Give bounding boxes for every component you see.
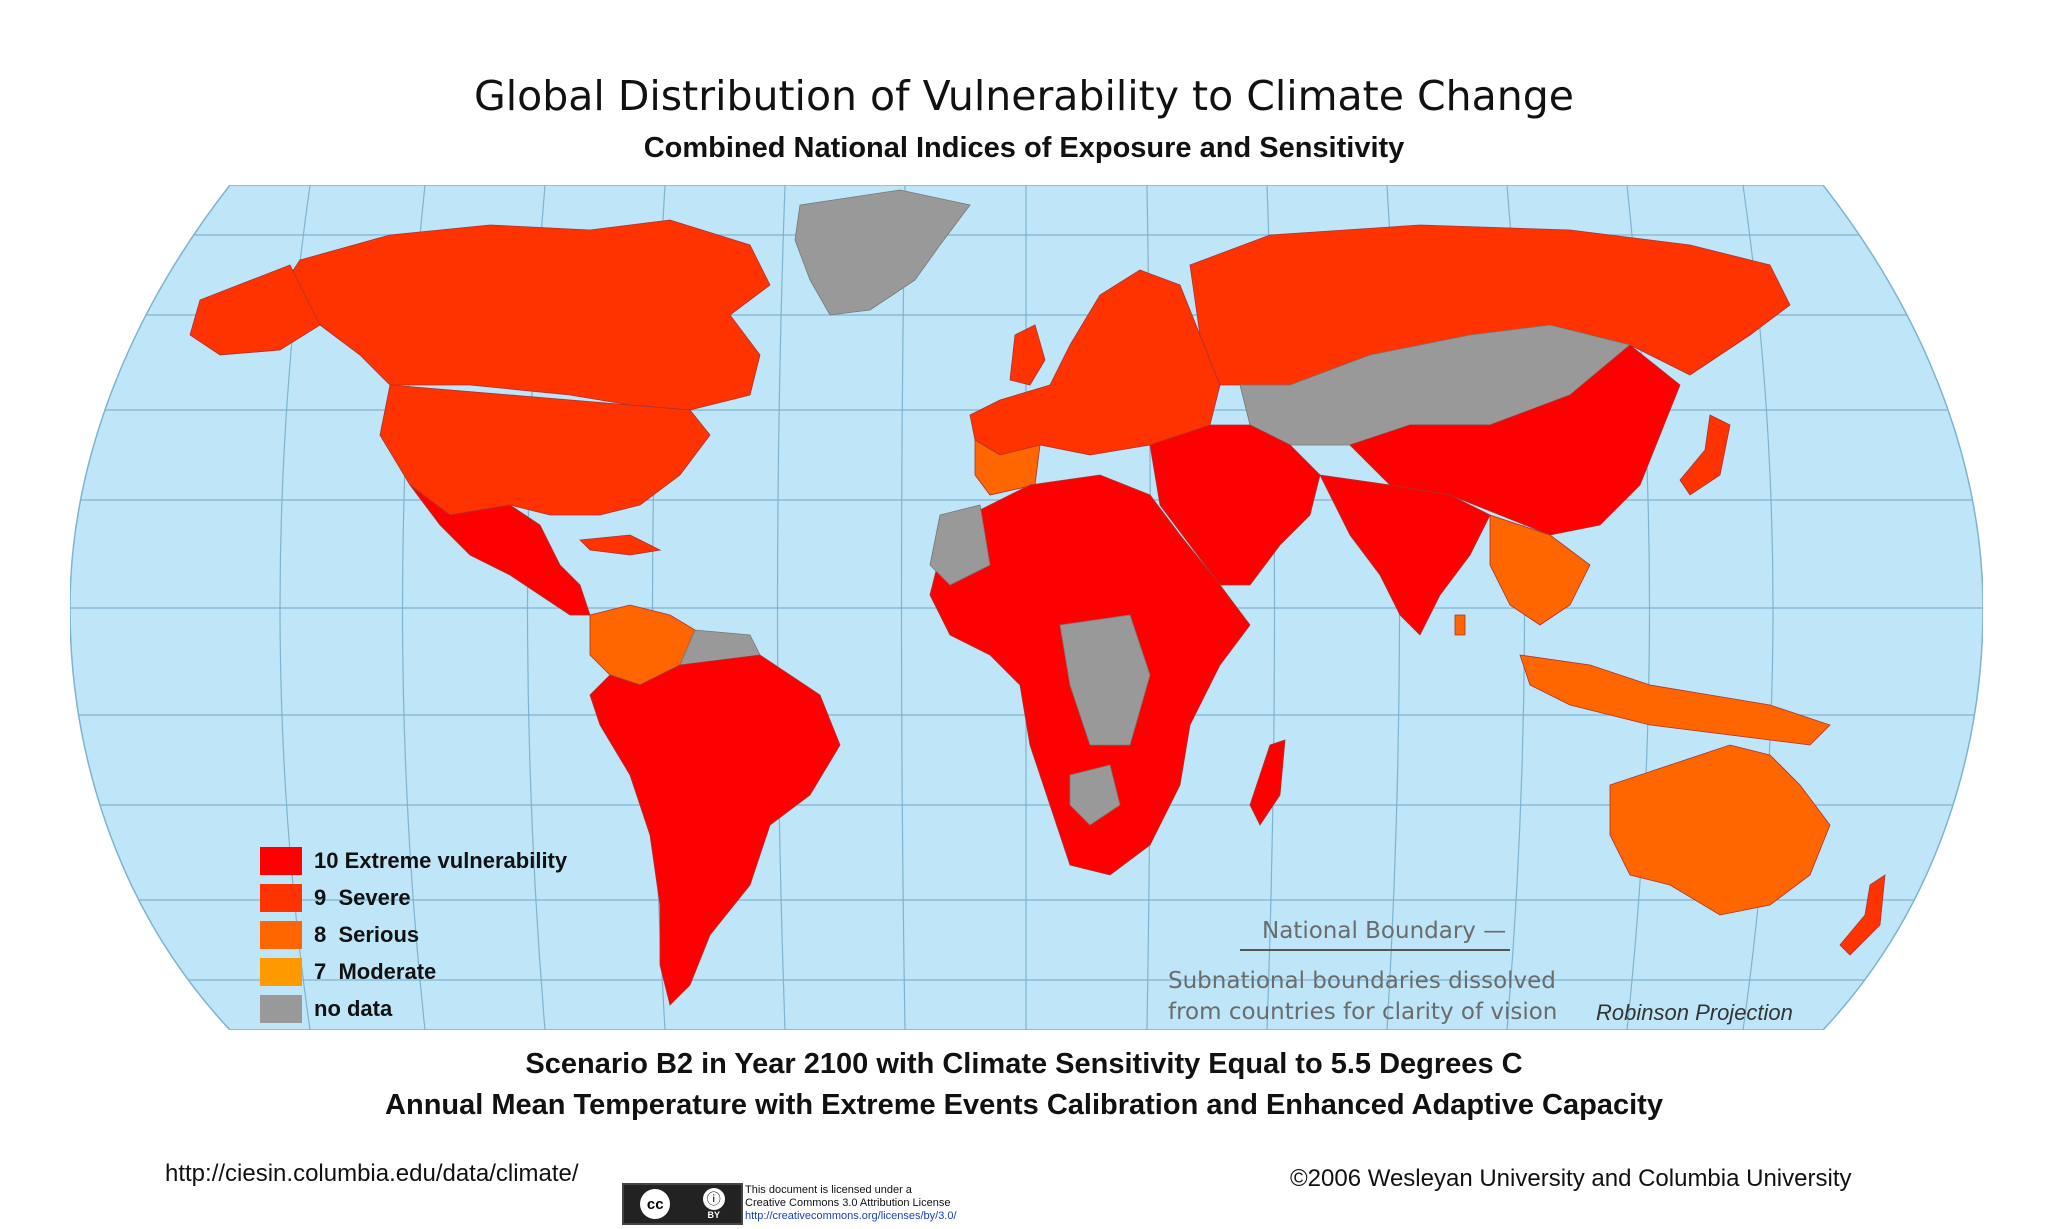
license-link[interactable]: http://creativecommons.org/licenses/by/3… [745,1210,957,1222]
madagascar-landmass [1249,739,1286,826]
caribbean-landmass [579,534,662,556]
license-line-2: Creative Commons 3.0 Attribution License [745,1197,951,1209]
legend-swatch-moderate [260,958,302,986]
central-africa-nodata [1059,614,1151,746]
greenland-landmass [794,189,971,316]
by-icon: ⓘ BY [702,1188,725,1220]
legend-label-nodata: no data [314,996,393,1021]
person-icon: ⓘ [702,1188,725,1210]
legend-item-severe: 9 Severe [260,883,411,913]
national-boundary-label: National Boundary — [1262,918,1507,944]
uk-landmass [1009,324,1046,386]
southeast-asia-landmass [1489,514,1591,626]
legend-item-moderate: 7 Moderate [260,957,436,987]
cc-icon: cc [640,1189,671,1219]
legend-swatch-serious [260,921,302,949]
west-africa-nodata [929,504,991,586]
copyright: ©2006 Wesleyan University and Columbia U… [1290,1165,1852,1192]
new-zealand-landmass [1839,874,1886,956]
by-label: BY [707,1210,720,1220]
legend-item-serious: 8 Serious [260,920,419,950]
india-landmass [1319,474,1491,636]
map-subtitle: Combined National Indices of Exposure an… [643,132,1405,164]
canada-landmass [269,219,771,411]
sri-lanka-landmass [1454,614,1466,636]
source-url[interactable]: http://ciesin.columbia.edu/data/climate/ [165,1160,579,1187]
license-text: This document is licensed under a Creati… [745,1184,957,1223]
legend-swatch-nodata [260,995,302,1023]
map-title: Global Distribution of Vulnerability to … [474,72,1574,120]
indonesia-landmass [1519,654,1831,746]
legend-item-nodata: no data [260,994,392,1024]
scenario-line-1: Scenario B2 in Year 2100 with Climate Se… [525,1048,1523,1080]
japan-landmass [1679,414,1731,496]
subnational-note-line2: from countries for clarity of vision [1168,999,1558,1025]
world-map [70,185,1983,1030]
scenario-line-2: Annual Mean Temperature with Extreme Eve… [385,1089,1663,1121]
southern-africa-nodata [1069,764,1121,826]
middle-east-landmass [1149,424,1321,586]
alaska-landmass [189,264,321,356]
license-line-1: This document is licensed under a [745,1184,912,1196]
legend-swatch-extreme [260,847,302,875]
legend-label-severe: 9 Severe [314,885,411,910]
legend-label-serious: 8 Serious [314,922,420,947]
china-landmass [1349,344,1681,536]
subnational-note-line1: Subnational boundaries dissolved [1168,968,1556,994]
legend-item-extreme: 10 Extreme vulnerability [260,846,567,876]
australia-landmass [1609,744,1831,916]
projection-label: Robinson Projection [1596,1000,1793,1025]
legend-label-moderate: 7 Moderate [314,959,437,984]
legend-swatch-severe [260,884,302,912]
cc-license-badge[interactable]: cc ⓘ BY [622,1183,743,1225]
national-boundary-text: National Boundary [1262,918,1476,944]
south-america-landmass [589,654,841,1006]
legend-label-extreme: 10 Extreme vulnerability [314,848,568,873]
